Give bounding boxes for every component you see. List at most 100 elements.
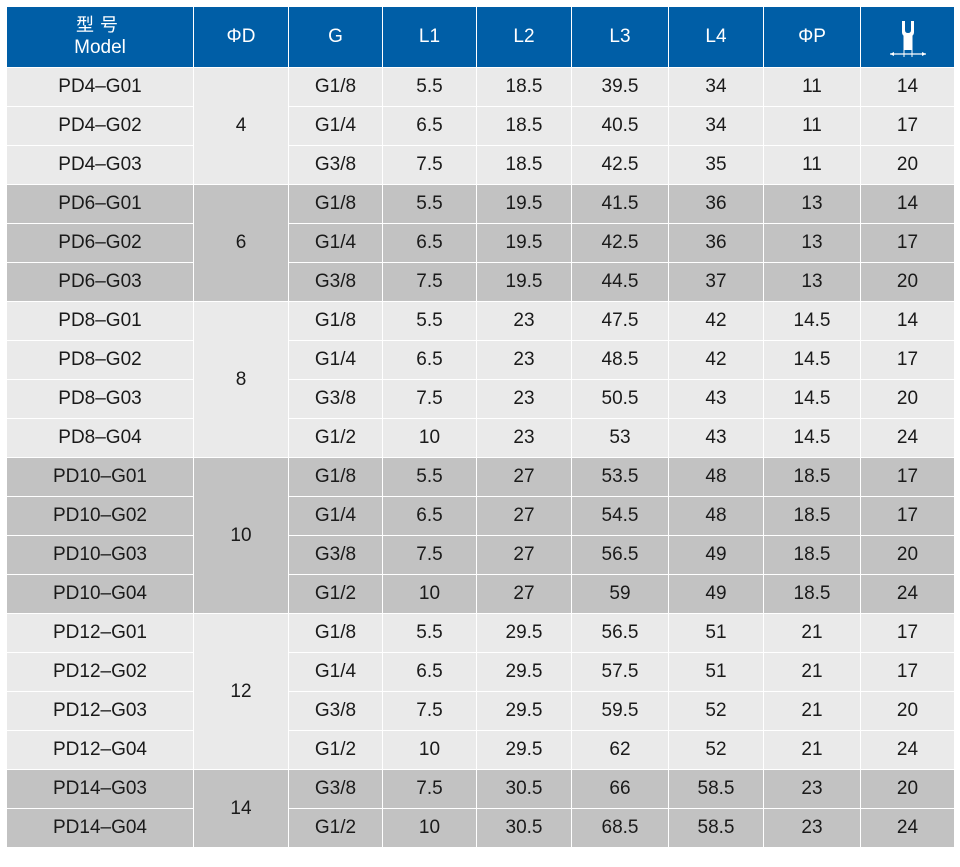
cell-l3: 56.5 [571,613,669,653]
cell-l2: 29.5 [476,613,572,653]
cell-p: 18.5 [763,457,861,497]
cell-model: PD14–G04 [6,808,194,848]
cell-l3: 42.5 [571,145,669,185]
cell-g: G1/8 [288,184,383,224]
table-row: PD8–G03 G3/8 7.5 23 50.5 43 14.5 20 [6,379,955,419]
cell-l3: 39.5 [571,67,669,107]
cell-g: G3/8 [288,535,383,575]
cell-l1: 10 [382,574,477,614]
cell-l1: 7.5 [382,535,477,575]
cell-p: 21 [763,613,861,653]
cell-w: 20 [860,145,955,185]
cell-l4: 43 [668,379,764,419]
cell-l4: 52 [668,691,764,731]
cell-model: PD8–G01 [6,301,194,341]
cell-w: 14 [860,67,955,107]
cell-l1: 10 [382,808,477,848]
cell-p: 14.5 [763,340,861,380]
cell-w: 17 [860,496,955,536]
header-model-en: Model [74,37,126,58]
table-row: PD8–G02 G1/4 6.5 23 48.5 42 14.5 17 [6,340,955,380]
cell-l2: 19.5 [476,223,572,263]
cell-model: PD4–G01 [6,67,194,107]
cell-l1: 7.5 [382,769,477,809]
cell-l3: 59 [571,574,669,614]
table-row: PD10–G02 G1/4 6.5 27 54.5 48 18.5 17 [6,496,955,536]
cell-l2: 23 [476,301,572,341]
cell-w: 24 [860,418,955,458]
cell-p: 11 [763,67,861,107]
cell-g: G1/8 [288,67,383,107]
table-row: PD6–G03 G3/8 7.5 19.5 44.5 37 13 20 [6,262,955,302]
cell-g: G1/4 [288,652,383,692]
cell-model: PD8–G02 [6,340,194,380]
cell-w: 20 [860,769,955,809]
table-row: PD12–G03 G3/8 7.5 29.5 59.5 52 21 20 [6,691,955,731]
cell-w: 20 [860,535,955,575]
cell-p: 13 [763,184,861,224]
header-l4: L4 [668,6,764,68]
cell-l2: 27 [476,496,572,536]
table-row: PD14–G04 G1/2 10 30.5 68.5 58.5 23 24 [6,808,955,848]
cell-l1: 6.5 [382,223,477,263]
cell-l3: 56.5 [571,535,669,575]
cell-l1: 6.5 [382,106,477,146]
cell-g: G1/8 [288,457,383,497]
cell-l3: 54.5 [571,496,669,536]
cell-l1: 7.5 [382,379,477,419]
cell-g: G1/2 [288,730,383,770]
header-l2: L2 [476,6,572,68]
cell-w: 17 [860,457,955,497]
cell-l1: 10 [382,418,477,458]
table-row: PD14–G03 14 G3/8 7.5 30.5 66 58.5 23 20 [6,769,955,848]
table-row: PD12–G04 G1/2 10 29.5 62 52 21 24 [6,730,955,770]
cell-model: PD10–G02 [6,496,194,536]
spec-table: 型号 Model ΦD G L1 L2 L3 L4 ΦP PD4–G0 [6,6,955,848]
cell-w: 24 [860,730,955,770]
cell-w: 20 [860,379,955,419]
header-l1: L1 [382,6,477,68]
cell-l3: 47.5 [571,301,669,341]
cell-l1: 7.5 [382,691,477,731]
cell-l4: 51 [668,613,764,653]
cell-model: PD8–G04 [6,418,194,458]
cell-l4: 48 [668,496,764,536]
cell-g: G3/8 [288,145,383,185]
cell-l2: 18.5 [476,67,572,107]
cell-l3: 57.5 [571,652,669,692]
cell-l4: 36 [668,184,764,224]
cell-l2: 23 [476,379,572,419]
cell-g: G1/4 [288,496,383,536]
cell-l4: 37 [668,262,764,302]
cell-l2: 18.5 [476,106,572,146]
cell-l1: 7.5 [382,145,477,185]
cell-l4: 43 [668,418,764,458]
cell-l3: 62 [571,730,669,770]
cell-l2: 29.5 [476,730,572,770]
cell-l3: 42.5 [571,223,669,263]
header-model-cn: 型号 [76,15,124,36]
cell-p: 18.5 [763,535,861,575]
cell-model: PD12–G03 [6,691,194,731]
cell-g: G1/2 [288,574,383,614]
cell-p: 14.5 [763,379,861,419]
table-row: PD10–G04 G1/2 10 27 59 49 18.5 24 [6,574,955,614]
cell-g: G1/4 [288,106,383,146]
cell-g: G1/8 [288,613,383,653]
cell-w: 17 [860,223,955,263]
cell-l3: 59.5 [571,691,669,731]
cell-d: 4 [193,67,289,185]
cell-model: PD4–G03 [6,145,194,185]
cell-p: 14.5 [763,301,861,341]
cell-l3: 53.5 [571,457,669,497]
cell-g: G3/8 [288,379,383,419]
cell-l2: 18.5 [476,145,572,185]
cell-l3: 50.5 [571,379,669,419]
cell-l4: 49 [668,574,764,614]
header-row: 型号 Model ΦD G L1 L2 L3 L4 ΦP [6,6,955,68]
cell-l2: 27 [476,457,572,497]
cell-l4: 42 [668,301,764,341]
cell-l4: 58.5 [668,769,764,809]
cell-l2: 23 [476,418,572,458]
spec-table-wrapper: 型号 Model ΦD G L1 L2 L3 L4 ΦP PD4–G0 [6,6,955,848]
